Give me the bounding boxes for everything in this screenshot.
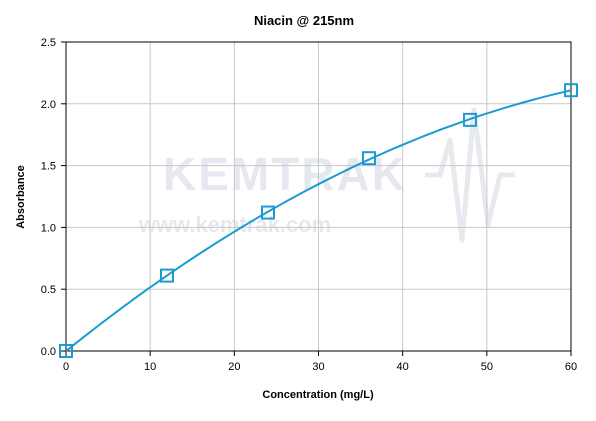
y-tick-label: 1.5 [41, 161, 56, 173]
y-tick-label: 2.0 [41, 99, 56, 111]
chart-title: Niacin @ 215nm [254, 13, 354, 28]
x-axis-title: Concentration (mg/L) [262, 389, 374, 401]
data-point-marker [160, 268, 174, 283]
data-point-marker [261, 205, 275, 220]
x-tick-label: 50 [481, 361, 493, 373]
data-point-marker [362, 151, 376, 166]
gridlines [66, 42, 571, 351]
x-tick-label: 0 [63, 361, 69, 373]
watermark-brand: KEMTRAK [163, 148, 407, 200]
data-point-marker [564, 83, 578, 98]
data-point-marker [463, 112, 477, 127]
x-tick-label: 30 [312, 361, 324, 373]
trendline [65, 89, 572, 352]
x-tick-label: 20 [228, 361, 240, 373]
x-tick-label: 60 [565, 361, 577, 373]
y-tick-label: 2.5 [41, 37, 56, 49]
x-tick-label: 40 [397, 361, 409, 373]
y-tick-label: 1.0 [41, 222, 56, 234]
x-tick-label: 10 [144, 361, 156, 373]
y-axis-title: Absorbance [15, 165, 27, 229]
y-tick-label: 0.5 [41, 284, 56, 296]
series [59, 83, 578, 358]
data-point-marker [59, 344, 73, 358]
axis-ticks: 0 10 20 30 40 50 60 0.0 0.5 1.0 1.5 2.0 2.5 [41, 37, 577, 373]
watermark-wave-icon [425, 107, 515, 243]
y-tick-label: 0.0 [41, 346, 56, 358]
